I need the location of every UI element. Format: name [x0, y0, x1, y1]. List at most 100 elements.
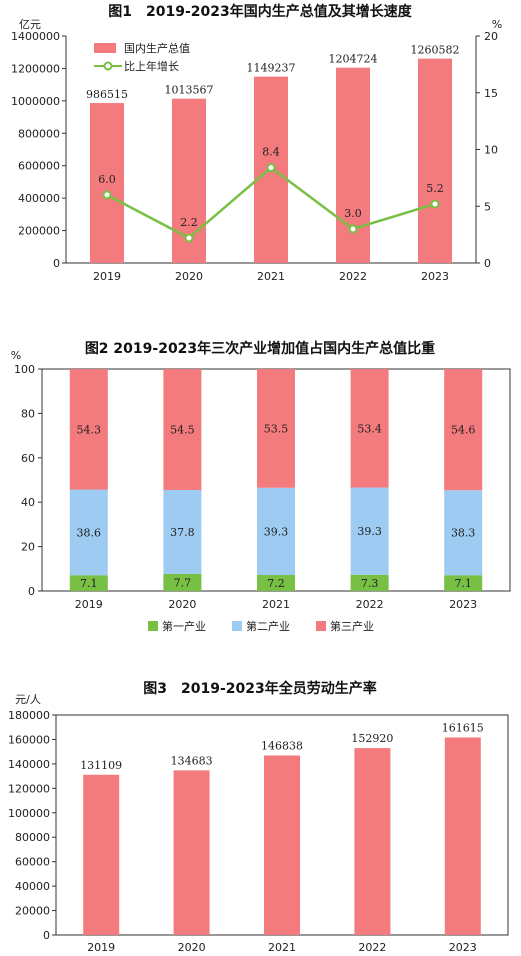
y-tick-label: 100: [14, 363, 35, 376]
bar-gdp-2019: [90, 103, 124, 263]
bar-primary-2022: [350, 574, 389, 591]
data-label-gdp: 986515: [86, 88, 128, 101]
bar-productivity-2021: [264, 755, 300, 935]
data-label-growth: 3.0: [344, 207, 362, 220]
bar-primary-2023: [444, 575, 483, 591]
labor-productivity-chart-svg: 图3 2019-2023年全员劳动生产率 元/人 0 20000 40000 6000…: [8, 680, 509, 954]
y-tick-label: 60000: [15, 856, 50, 869]
x-tick-label: 2019: [75, 598, 103, 611]
y-tick-label: 60: [21, 452, 35, 465]
y-axis-unit-right: %: [492, 18, 502, 31]
data-label-secondary: 37.8: [170, 526, 195, 539]
data-label-growth: 6.0: [98, 173, 116, 186]
legend: 第一产业 第二产业 第三产业: [148, 619, 374, 633]
legend-label-growth: 比上年增长: [124, 59, 179, 73]
bar-primary-2019: [69, 575, 108, 591]
y-tick-label-left: 1200000: [11, 62, 60, 75]
y-tick-label-right: 0: [484, 257, 491, 270]
bar-productivity-2022: [354, 748, 391, 935]
chart-title: 图1 2019-2023年国内生产总值及其增长速度: [108, 3, 412, 20]
bar-primary-2021: [257, 575, 295, 591]
bar-secondary-2021: [257, 487, 295, 576]
x-tick-label: 2023: [449, 941, 477, 954]
bar-productivity-2023: [444, 737, 481, 935]
bar-secondary-2020: [163, 489, 202, 574]
y-tick-label-left: 1400000: [11, 30, 60, 43]
y-tick-label-right: 15: [484, 87, 498, 100]
bar-productivity-2019: [83, 774, 120, 935]
x-tick-label: 2023: [449, 598, 477, 611]
bar-tertiary-2019: [69, 369, 108, 490]
x-tick-label: 2019: [93, 270, 121, 283]
y-tick-label: 20000: [15, 905, 50, 918]
bar-tertiary-2023: [444, 369, 483, 491]
growth-point-2023: [430, 199, 440, 209]
legend-label-tertiary: 第三产业: [330, 619, 374, 633]
data-label-secondary: 38.3: [451, 527, 476, 540]
legend-swatch-gdp: [94, 43, 116, 53]
y-tick-label-left: 600000: [18, 160, 60, 173]
bar-tertiary-2022: [350, 369, 389, 488]
legend-label-primary: 第一产业: [162, 619, 206, 633]
legend-swatch-secondary: [232, 621, 242, 631]
data-label-tertiary: 54.3: [77, 423, 102, 436]
y-tick-label: 140000: [8, 758, 50, 771]
y-tick-label: 20: [21, 541, 35, 554]
data-label-productivity: 134683: [171, 754, 213, 767]
x-tick-label: 2022: [356, 598, 384, 611]
x-tick-label: 2021: [262, 598, 290, 611]
data-label-gdp: 1204724: [329, 53, 378, 66]
data-label-primary: 7.1: [454, 577, 472, 590]
growth-point-2022: [348, 224, 358, 234]
y-axis-unit: %: [11, 349, 21, 362]
data-label-tertiary: 53.5: [264, 422, 289, 435]
y-tick-label-right: 20: [484, 30, 498, 43]
bar-tertiary-2020: [163, 369, 202, 490]
x-tick-label: 2020: [168, 598, 196, 611]
y-tick-label: 0: [28, 585, 35, 598]
data-label-productivity: 152920: [351, 732, 393, 745]
data-label-gdp: 1149237: [247, 62, 296, 75]
data-label-tertiary: 54.6: [451, 424, 476, 437]
x-tick-label: 2021: [268, 941, 296, 954]
data-label-gdp: 1260582: [411, 44, 460, 57]
y-tick-label: 40: [21, 496, 35, 509]
bar-secondary-2022: [350, 487, 389, 575]
chart-title: 图3 2019-2023年全员劳动生产率: [143, 680, 376, 697]
growth-point-2021: [266, 163, 276, 173]
y-tick-label: 80000: [15, 831, 50, 844]
data-label-growth: 2.2: [180, 216, 198, 229]
legend-swatch-tertiary: [316, 621, 326, 631]
data-label-productivity: 131109: [80, 759, 122, 772]
data-label-primary: 7.1: [80, 577, 98, 590]
x-tick-label: 2022: [339, 270, 367, 283]
data-label-primary: 7.7: [174, 576, 192, 589]
y-tick-label-left: 1000000: [11, 95, 60, 108]
data-label-productivity: 146838: [261, 740, 303, 753]
data-label-productivity: 161615: [442, 721, 484, 734]
data-label-secondary: 38.6: [77, 526, 102, 539]
y-tick-label-left: 800000: [18, 127, 60, 140]
gdp-chart-svg: 图1 2019-2023年国内生产总值及其增长速度 亿元 % 0 200000 40…: [11, 3, 502, 283]
legend-marker-growth: [103, 61, 113, 71]
industry-share-chart-svg: 图2 2019-2023年三次产业增加值占国内生产总值比重 % 0 20 40 60 8…: [11, 340, 511, 633]
bar-gdp-2022: [336, 67, 370, 264]
y-tick-label-right: 5: [484, 200, 491, 213]
growth-point-2020: [184, 233, 194, 243]
data-label-growth: 5.2: [426, 182, 444, 195]
chart-labor-productivity: 图3 2019-2023年全员劳动生产率 元/人 0 20000 40000 6000…: [0, 675, 521, 956]
bar-secondary-2019: [69, 489, 108, 576]
x-tick-label: 2020: [178, 941, 206, 954]
bar-tertiary-2021: [257, 369, 295, 488]
bar-primary-2020: [163, 573, 202, 591]
y-tick-label: 80: [21, 407, 35, 420]
y-tick-label: 100000: [8, 807, 50, 820]
legend-label-gdp: 国内生产总值: [124, 41, 190, 55]
y-tick-label: 180000: [8, 709, 50, 722]
legend: 国内生产总值 比上年增长: [94, 41, 190, 73]
legend-label-secondary: 第二产业: [246, 619, 290, 633]
data-label-primary: 7.2: [267, 577, 285, 590]
x-tick-label: 2023: [421, 270, 449, 283]
data-label-secondary: 39.3: [357, 525, 382, 538]
y-axis-unit: 元/人: [15, 693, 41, 706]
